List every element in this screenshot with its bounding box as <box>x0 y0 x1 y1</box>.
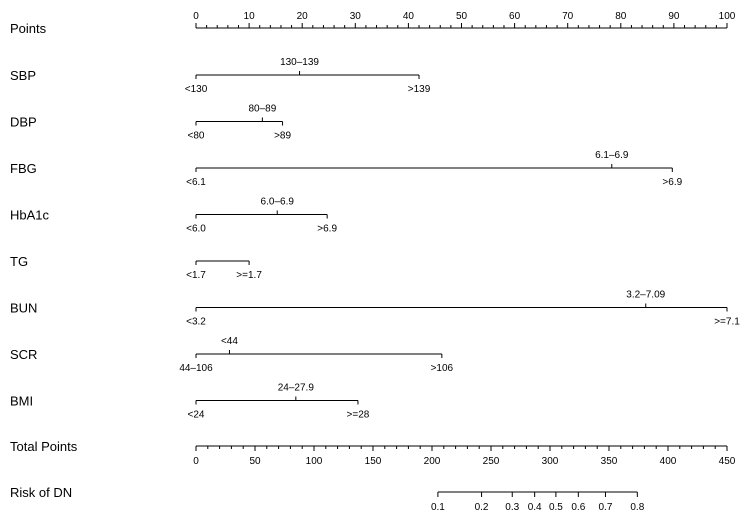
level-label: <3.2 <box>186 317 206 328</box>
risk-tick-label: 0.7 <box>599 502 613 513</box>
points-tick-label: 0 <box>193 11 199 22</box>
points-tick-label: 80 <box>615 11 627 22</box>
variable-label-scr: SCR <box>10 347 37 362</box>
points-axis-label: Points <box>10 21 47 36</box>
points-tick-label: 70 <box>562 11 574 22</box>
total-points-tick-label: 0 <box>193 456 199 467</box>
level-label: 24–27.9 <box>278 383 315 394</box>
total-points-axis-group: Total Points 0 50 100 150 200 250 300 350 400 450 <box>10 439 736 467</box>
total-points-tick-label: 200 <box>424 456 441 467</box>
risk-tick-label: 0.8 <box>630 502 644 513</box>
variable-row-dbp: DBP <80 80–89 >89 <box>10 104 291 142</box>
total-points-tick-label: 350 <box>601 456 618 467</box>
variable-label-fbg: FBG <box>10 161 37 176</box>
level-label: >=7.1 <box>714 317 740 328</box>
total-points-tick-label: 400 <box>660 456 677 467</box>
risk-tick-label: 0.4 <box>528 502 542 513</box>
total-points-tick-label: 150 <box>365 456 382 467</box>
risk-tick-label: 0.1 <box>431 502 445 513</box>
points-tick-label: 90 <box>668 11 680 22</box>
points-tick-label: 40 <box>403 11 415 22</box>
variable-row-fbg: FBG <6.1 6.1–6.9 >6.9 <box>10 150 683 188</box>
level-label: >6.9 <box>662 177 682 188</box>
total-points-tick-label: 300 <box>542 456 559 467</box>
points-tick-label: 100 <box>719 11 736 22</box>
points-tick-label: 60 <box>509 11 521 22</box>
risk-tick-label: 0.6 <box>571 502 585 513</box>
level-label: <1.7 <box>186 270 206 281</box>
variable-label-dbp: DBP <box>10 115 37 130</box>
level-label: >106 <box>431 363 454 374</box>
variable-row-hba1c: HbA1c <6.0 6.0–6.9 >6.9 <box>10 197 337 235</box>
level-label: <6.1 <box>186 177 206 188</box>
total-points-tick-label: 50 <box>249 456 261 467</box>
variable-label-bmi: BMI <box>10 394 33 409</box>
variable-label-tg: TG <box>10 254 28 269</box>
variable-row-bun: BUN <3.2 3.2–7.09 >=7.1 <box>10 290 740 328</box>
risk-tick-label: 0.3 <box>505 502 519 513</box>
points-tick-label: 10 <box>244 11 256 22</box>
points-tick-label: 50 <box>456 11 468 22</box>
total-points-tick-label: 450 <box>719 456 736 467</box>
level-label: 80–89 <box>248 104 276 115</box>
variable-label-bun: BUN <box>10 301 37 316</box>
level-label: <130 <box>185 84 208 95</box>
variables-group: SBP <130 130–139 >139 DBP <80 80–89 >89 FBG <6.1 6… <box>10 57 740 421</box>
total-points-tick-label: 100 <box>306 456 323 467</box>
risk-axis-label: Risk of DN <box>10 485 72 500</box>
level-label: >139 <box>408 84 431 95</box>
points-tick-label: 30 <box>350 11 362 22</box>
level-label: 3.2–7.09 <box>626 290 665 301</box>
risk-tick-label: 0.2 <box>475 502 489 513</box>
total-points-axis-label: Total Points <box>10 439 78 454</box>
level-label: 130–139 <box>280 57 319 68</box>
risk-axis-group: Risk of DN 0.1 0.2 0.3 0.4 0.5 0.6 0.7 0.8 <box>10 485 645 513</box>
points-axis-group: Points 0 10 20 30 40 50 60 70 80 90 100 <box>10 11 736 36</box>
level-label: <80 <box>188 131 205 142</box>
level-label: <44 <box>221 336 238 347</box>
level-label: >89 <box>274 131 291 142</box>
variable-row-sbp: SBP <130 130–139 >139 <box>10 57 431 95</box>
variable-label-hba1c: HbA1c <box>10 208 50 223</box>
level-label: 44–106 <box>179 363 213 374</box>
risk-tick-label: 0.5 <box>549 502 563 513</box>
points-tick-label: 20 <box>297 11 309 22</box>
variable-label-sbp: SBP <box>10 68 36 83</box>
variable-row-tg: TG <1.7 >=1.7 <box>10 254 262 281</box>
level-label: 6.0–6.9 <box>261 197 295 208</box>
variable-row-bmi: BMI <24 24–27.9 >=28 <box>10 383 370 421</box>
level-label: >6.9 <box>317 224 337 235</box>
total-points-tick-label: 250 <box>483 456 500 467</box>
level-label: >=1.7 <box>236 270 262 281</box>
level-label: <24 <box>188 410 205 421</box>
level-label: >=28 <box>347 410 370 421</box>
level-label: <6.0 <box>186 224 206 235</box>
variable-row-scr: SCR 44–106 <44 >106 <box>10 336 454 374</box>
level-label: 6.1–6.9 <box>595 150 629 161</box>
